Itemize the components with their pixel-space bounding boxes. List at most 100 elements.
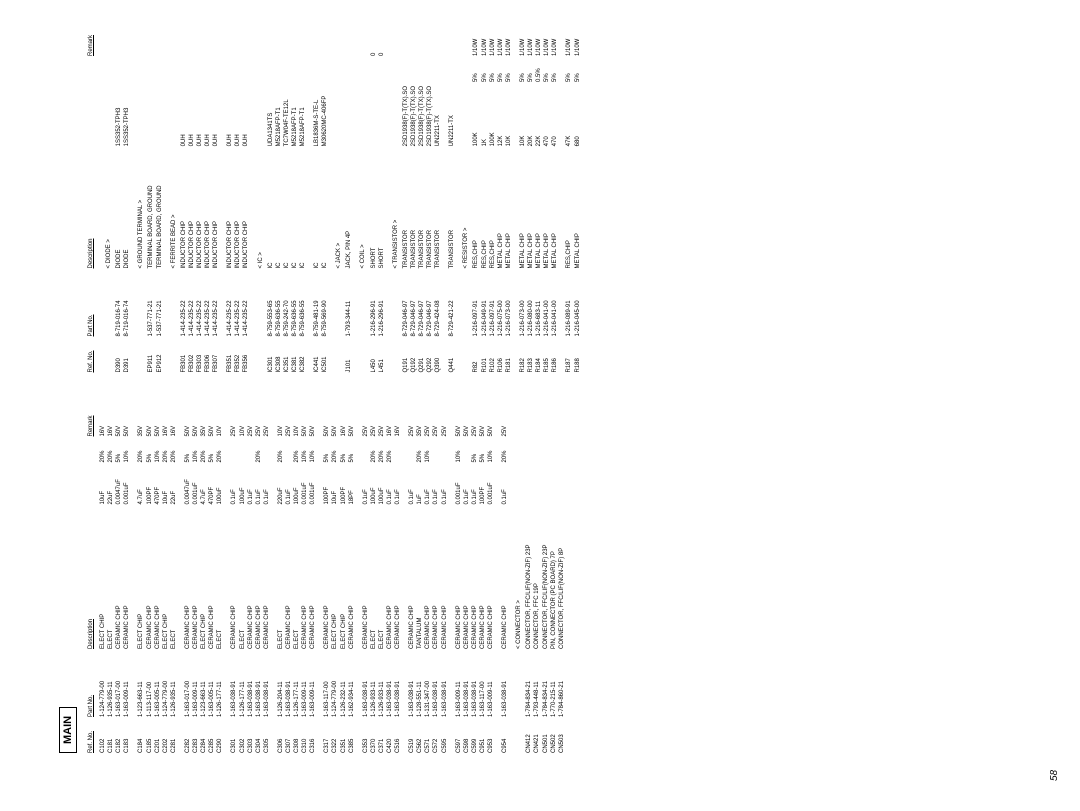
cell xyxy=(378,82,386,146)
cell: FB301 xyxy=(180,337,188,373)
cell: M5218AFP-T1 xyxy=(299,82,307,146)
cell: EP912 xyxy=(156,337,164,373)
cell: 1-163-038-91 xyxy=(408,649,416,717)
cell: IC351 xyxy=(283,337,291,373)
cell: 1-163-038-91 xyxy=(463,649,471,717)
cell: CERAMIC CHIP xyxy=(432,505,440,650)
cell: CONNECTOR, FFC/LIF(NON-ZIF) 23P xyxy=(525,505,533,650)
section-title: MAIN xyxy=(59,707,77,753)
table-row: EP9121-537-771-21TERMINAL BOARD, GROUND xyxy=(156,30,164,373)
cell: 5% xyxy=(208,437,216,463)
cell: M5218AFP-T1 xyxy=(275,82,283,146)
cell: 1-126-177-11 xyxy=(239,649,247,717)
cell: 1-113-117-00 xyxy=(146,649,154,717)
cell: 16V xyxy=(162,411,170,437)
cell: 1-216-683-11 xyxy=(535,269,543,337)
table-row: C5971-163-009-11CERAMIC CHIP0.001uF10%50… xyxy=(455,411,463,754)
cell: C571 xyxy=(424,717,432,753)
cell xyxy=(408,437,416,463)
cell: 10% xyxy=(487,437,495,463)
cell: C316 xyxy=(309,717,317,753)
header-ref: Ref. No. xyxy=(87,717,99,753)
cell: UN2211-TX xyxy=(434,82,442,146)
table-row: IC3518-759-242-70ICTC7W04F-TE12L xyxy=(283,30,291,373)
cell: 5% xyxy=(146,437,154,463)
cell: 8-759-636-55 xyxy=(291,269,299,337)
cell: 1-163-005-11 xyxy=(154,649,162,717)
cell: C305 xyxy=(263,717,271,753)
cell xyxy=(378,56,386,82)
cell: C371 xyxy=(378,717,386,753)
cell: IC441 xyxy=(313,337,321,373)
cell xyxy=(321,30,329,56)
table-row: CN5021-770-215-11PIN, CONNECTOR (PC BOAR… xyxy=(550,411,558,754)
cell: 50V xyxy=(154,411,162,437)
table-row: C3011-163-038-91CERAMIC CHIP0.1uF25V xyxy=(230,411,238,754)
cell: C598 xyxy=(463,717,471,753)
cell: 5% xyxy=(497,56,505,82)
header-blank1 xyxy=(87,82,99,146)
cell: C322 xyxy=(331,717,339,753)
cell xyxy=(188,56,196,82)
cell: 10uF xyxy=(99,463,107,505)
right-table-body: < DIODE >D3908-719-016-74DIODE1SS352-TPH… xyxy=(99,30,582,373)
cell: 1-126-204-11 xyxy=(277,649,285,717)
cell: 50V xyxy=(455,411,463,437)
cell: 20% xyxy=(331,437,339,463)
table-row: C2841-123-663-11ELECT CHIP4.7uF20%35V xyxy=(200,411,208,754)
cell: 25V xyxy=(285,411,293,437)
cell: CERAMIC CHIP xyxy=(441,505,449,650)
cell xyxy=(550,463,558,505)
cell: 50V xyxy=(487,411,495,437)
cell: 16V xyxy=(340,411,348,437)
cell: 1-216-097-91 xyxy=(472,269,480,337)
table-row: Q1918-729-046-97TRANSISTOR2SD1938(F)-T(T… xyxy=(402,30,410,373)
cell: 0 xyxy=(370,30,378,56)
cell: R106 xyxy=(497,337,505,373)
cell: INDUCTOR CHIP xyxy=(196,146,204,268)
cell xyxy=(558,411,566,437)
section-label: < DIODE > xyxy=(99,30,115,269)
cell: CERAMIC CHIP xyxy=(362,505,370,650)
table-row: L4511-216-296-91SHORT0 xyxy=(378,30,386,373)
cell: TRANSISTOR xyxy=(434,146,442,268)
cell: R188 xyxy=(574,337,582,373)
cell: 8-759-242-70 xyxy=(283,269,291,337)
cell: 1-163-009-11 xyxy=(301,649,309,717)
cell: 1-216-073-00 xyxy=(519,269,527,337)
cell: 1-414-235-22 xyxy=(180,269,188,337)
cell: 100K xyxy=(489,82,497,146)
cell: 100uF xyxy=(370,463,378,505)
cell: 0UH xyxy=(242,82,250,146)
cell xyxy=(432,437,440,463)
cell: IC301 xyxy=(267,337,275,373)
cell: 1-163-038-91 xyxy=(247,649,255,717)
cell: ELECT xyxy=(277,505,285,650)
cell: 1-793-448-11 xyxy=(533,649,541,717)
cell xyxy=(283,56,291,82)
cell: C304 xyxy=(255,717,263,753)
cell: TC7W04F-TE12L xyxy=(283,82,291,146)
cell xyxy=(234,56,242,82)
cell: UN2211-TX xyxy=(448,82,456,146)
cell: R182 xyxy=(519,337,527,373)
cell: 22K xyxy=(535,82,543,146)
cell: C201 xyxy=(154,717,162,753)
table-row: C3071-163-038-91CERAMIC CHIP0.1uF25V xyxy=(285,411,293,754)
cell: 1-163-038-91 xyxy=(285,649,293,717)
cell: D391 xyxy=(123,337,131,373)
cell xyxy=(291,56,299,82)
table-row: C1851-113-117-00CERAMIC CHIP100PF5%50V xyxy=(146,411,154,754)
cell: R184 xyxy=(535,337,543,373)
cell: 10K xyxy=(505,82,513,146)
cell: C599 xyxy=(471,717,479,753)
cell xyxy=(285,437,293,463)
table-row: IC3018-759-553-65ICUDA1341TS xyxy=(267,30,275,373)
cell: 5% xyxy=(519,56,527,82)
cell: 1-216-097-91 xyxy=(489,269,497,337)
cell: R101 xyxy=(481,337,489,373)
cell: 0.0047uF xyxy=(184,463,192,505)
cell: 0.1uF xyxy=(386,463,394,505)
cell: 1/10W xyxy=(535,30,543,56)
cell: 1/10W xyxy=(527,30,535,56)
